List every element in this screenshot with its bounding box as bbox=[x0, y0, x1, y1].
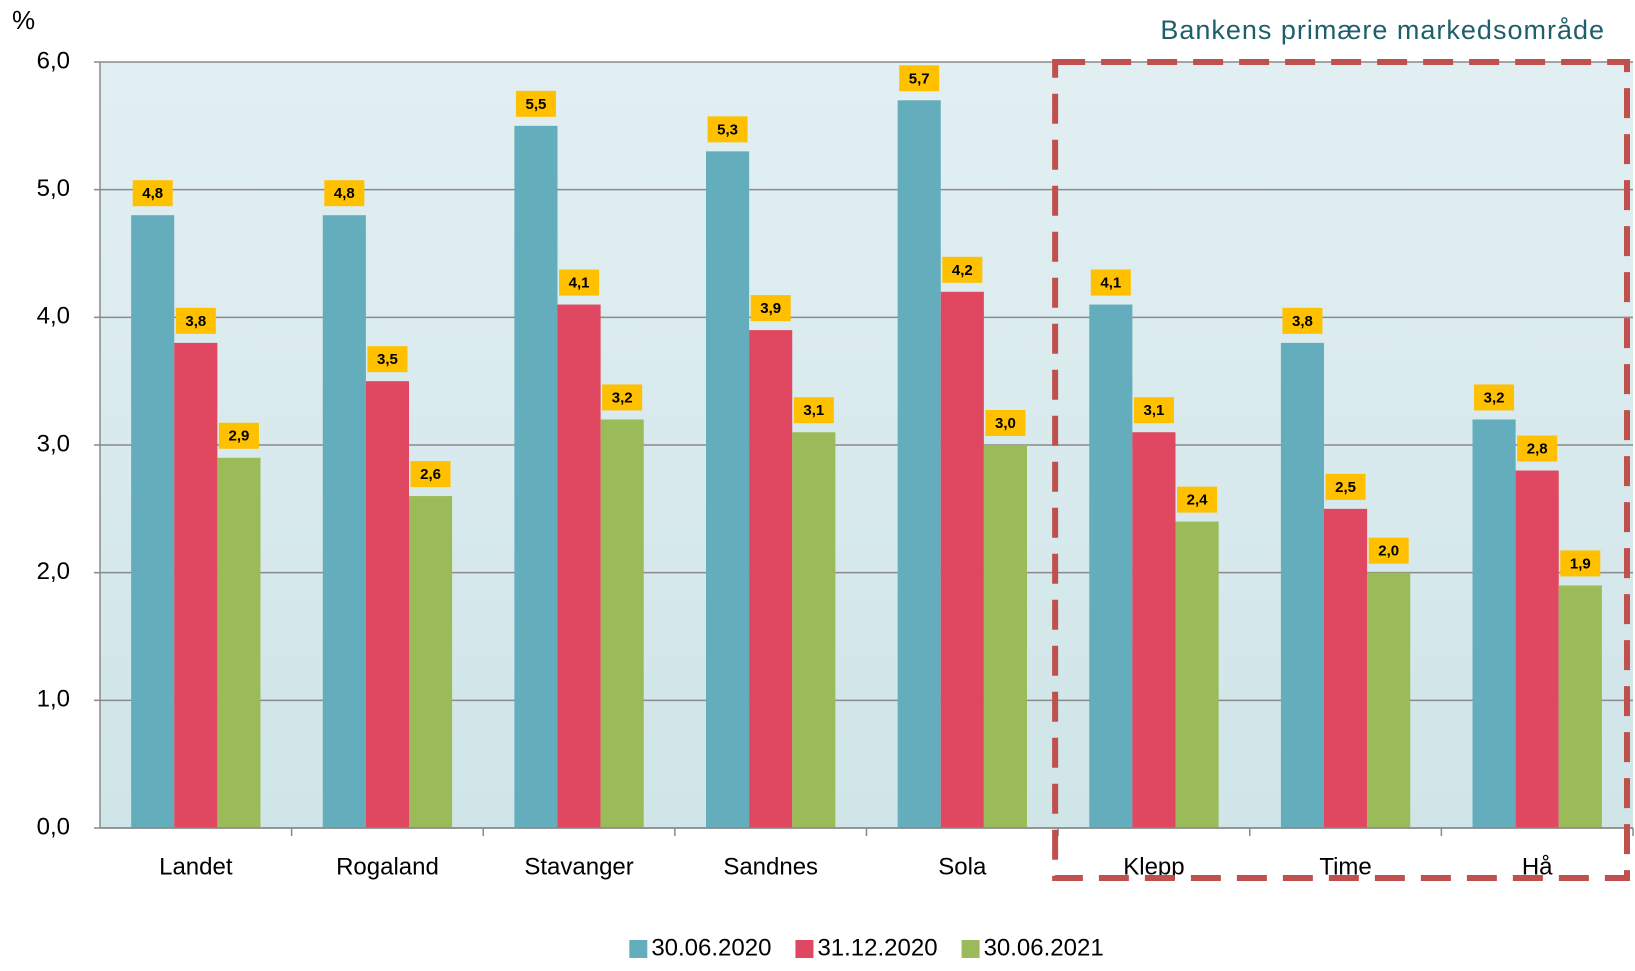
annotation: Bankens primære markedsområde bbox=[1160, 15, 1605, 45]
value-label-box bbox=[559, 269, 600, 296]
bar bbox=[1515, 470, 1559, 828]
bar bbox=[1132, 432, 1176, 828]
value-label-box bbox=[515, 90, 556, 117]
legend-swatch bbox=[629, 940, 648, 958]
bar bbox=[1175, 521, 1219, 828]
bar bbox=[940, 291, 984, 828]
bar bbox=[217, 457, 261, 828]
bar bbox=[792, 432, 836, 828]
value-label: 4,1 bbox=[1100, 275, 1121, 292]
value-label: 3,1 bbox=[1144, 402, 1165, 419]
bar bbox=[1558, 585, 1602, 828]
legend-swatch bbox=[795, 940, 814, 958]
value-label: 4,8 bbox=[334, 185, 355, 202]
x-tick-label: Stavanger bbox=[524, 853, 633, 880]
value-label: 2,9 bbox=[228, 428, 249, 445]
value-label-box bbox=[367, 346, 408, 373]
x-tick-label: Sola bbox=[938, 853, 987, 880]
value-label-box bbox=[1560, 550, 1601, 577]
bar bbox=[174, 342, 218, 828]
value-label-box bbox=[175, 307, 216, 334]
value-label-box bbox=[602, 384, 643, 411]
y-tick-label: 2,0 bbox=[37, 558, 70, 585]
value-label: 1,9 bbox=[1570, 555, 1591, 572]
bar bbox=[983, 445, 1027, 828]
value-label-box bbox=[707, 116, 748, 143]
legend-label: 31.12.2020 bbox=[817, 934, 937, 961]
value-label-box bbox=[324, 180, 365, 207]
value-label-box bbox=[750, 295, 791, 322]
value-label-box bbox=[132, 180, 173, 207]
value-label: 2,6 bbox=[420, 466, 441, 483]
bar bbox=[131, 215, 175, 828]
value-label: 3,0 bbox=[995, 415, 1016, 432]
value-label-box bbox=[1177, 486, 1218, 513]
bar bbox=[706, 151, 750, 828]
value-label-box bbox=[1517, 435, 1558, 462]
y-tick-label: 6,0 bbox=[37, 47, 70, 74]
bar bbox=[1472, 419, 1516, 828]
bar bbox=[1367, 572, 1411, 828]
value-label: 5,5 bbox=[526, 96, 547, 113]
value-label: 5,3 bbox=[717, 121, 738, 138]
y-tick-label: 1,0 bbox=[37, 686, 70, 713]
value-label-box bbox=[410, 461, 451, 488]
bar bbox=[749, 330, 793, 828]
value-label: 3,2 bbox=[1484, 389, 1505, 406]
value-label: 2,4 bbox=[1187, 492, 1209, 509]
value-label-box bbox=[1368, 537, 1409, 564]
value-label-box bbox=[985, 410, 1026, 436]
bar bbox=[322, 215, 366, 828]
legend-label: 30.06.2021 bbox=[984, 934, 1104, 961]
y-tick-label: 0,0 bbox=[37, 813, 70, 840]
value-label-box bbox=[218, 422, 259, 449]
value-label-box bbox=[1325, 473, 1366, 500]
value-label-box bbox=[1090, 269, 1131, 296]
value-label: 2,5 bbox=[1335, 479, 1356, 496]
value-label: 3,2 bbox=[612, 389, 633, 406]
y-tick-label: 3,0 bbox=[37, 430, 70, 457]
value-label: 3,8 bbox=[1292, 313, 1313, 330]
value-label: 3,5 bbox=[377, 351, 398, 368]
value-label: 2,0 bbox=[1378, 543, 1399, 560]
bar bbox=[408, 496, 453, 828]
x-tick-label: Rogaland bbox=[336, 853, 439, 880]
value-label-box bbox=[1133, 397, 1174, 424]
value-label-box bbox=[942, 256, 983, 283]
value-label-box bbox=[793, 397, 834, 424]
value-label: 4,1 bbox=[569, 275, 590, 292]
bar bbox=[1089, 304, 1133, 829]
unit-label: % bbox=[12, 5, 35, 35]
value-label: 5,7 bbox=[909, 70, 930, 87]
value-label: 4,8 bbox=[142, 185, 163, 202]
legend-label: 30.06.2020 bbox=[651, 934, 771, 961]
bar bbox=[557, 304, 601, 829]
value-label-box bbox=[1474, 384, 1515, 411]
value-label-box bbox=[899, 65, 940, 92]
y-tick-label: 4,0 bbox=[37, 303, 70, 330]
bar bbox=[1324, 508, 1368, 828]
value-label: 3,9 bbox=[760, 300, 781, 317]
highlight-box bbox=[1052, 59, 1630, 881]
bar bbox=[600, 419, 644, 828]
x-tick-label: Sandnes bbox=[723, 853, 818, 880]
bar bbox=[897, 100, 941, 829]
bar bbox=[1280, 342, 1325, 828]
bar bbox=[514, 125, 558, 829]
value-label: 2,8 bbox=[1527, 441, 1548, 458]
value-label-box bbox=[1282, 307, 1323, 334]
value-label: 4,2 bbox=[952, 262, 973, 279]
value-label: 3,8 bbox=[185, 313, 206, 330]
value-label: 3,1 bbox=[803, 402, 824, 419]
x-tick-label: Landet bbox=[159, 853, 233, 880]
legend-swatch bbox=[961, 940, 980, 958]
bar bbox=[365, 381, 409, 828]
y-tick-label: 5,0 bbox=[37, 175, 70, 202]
